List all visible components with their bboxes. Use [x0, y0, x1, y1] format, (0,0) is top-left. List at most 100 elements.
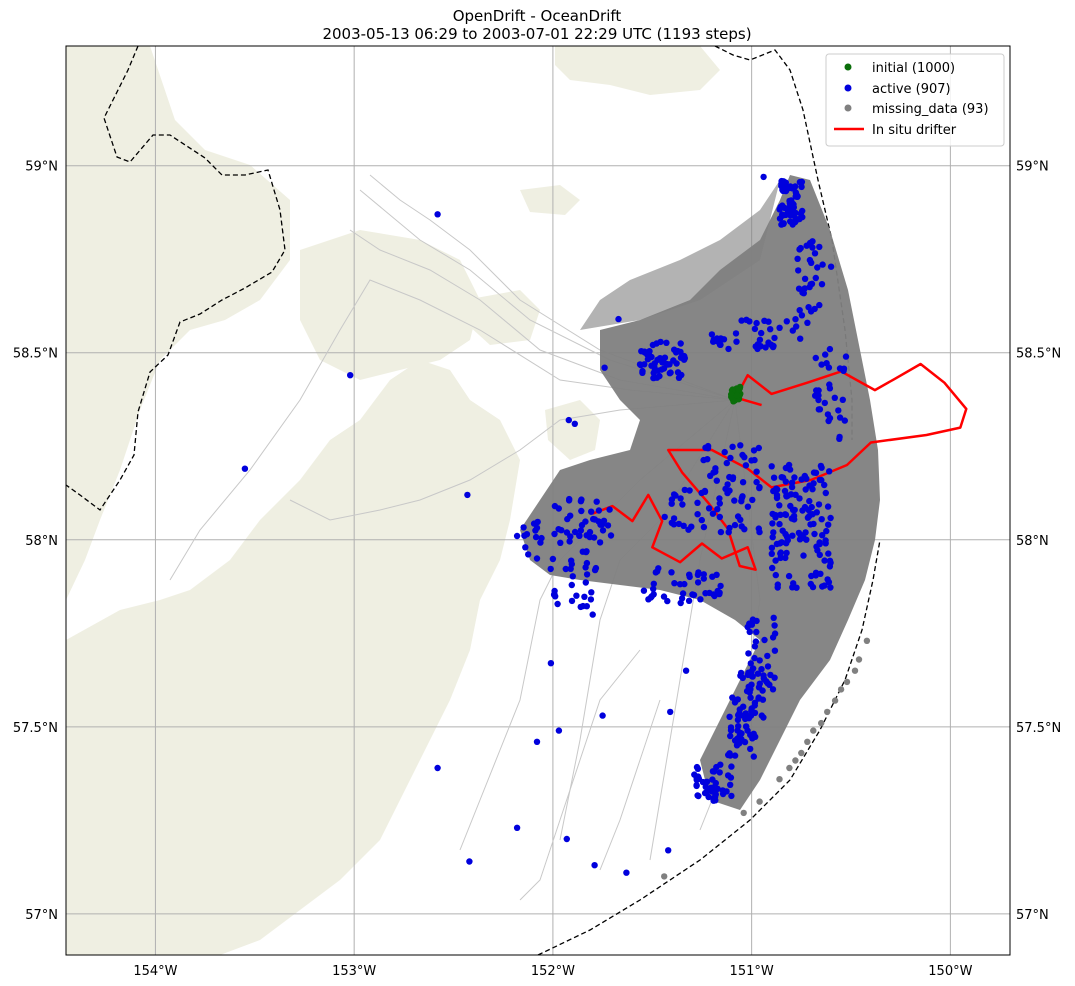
active-particle	[754, 670, 762, 677]
active-particle	[686, 571, 693, 578]
trajectory-mass-nw	[580, 180, 780, 330]
active-particle	[767, 326, 774, 333]
active-particle	[712, 797, 719, 804]
active-particle	[581, 593, 588, 600]
active-particle	[601, 364, 608, 371]
missing-data-particle	[837, 686, 845, 693]
active-particle	[520, 524, 527, 531]
active-particle	[836, 414, 844, 421]
active-particle	[776, 215, 784, 222]
active-particle	[768, 463, 775, 470]
active-particle	[679, 501, 686, 508]
active-particle	[717, 582, 724, 590]
active-particle	[682, 667, 690, 674]
missing-data-particle	[776, 776, 783, 783]
lat-tick-label-right: 58°N	[1016, 534, 1049, 549]
lon-tick-label: 150°W	[928, 964, 972, 979]
active-particle	[587, 596, 595, 603]
active-particle	[841, 417, 848, 424]
active-particle	[808, 503, 815, 511]
missing-data-particle	[661, 873, 668, 880]
plot-title-line1: OpenDrift - OceanDrift	[453, 7, 622, 25]
active-particle	[767, 341, 775, 348]
active-particle	[701, 789, 709, 797]
active-particle	[753, 478, 760, 486]
active-particle	[747, 731, 754, 739]
active-particle	[816, 540, 823, 548]
initial-particles	[728, 383, 744, 405]
missing-data-particle	[792, 757, 799, 764]
active-particle	[797, 244, 804, 252]
active-particle	[742, 462, 750, 469]
active-particle	[606, 506, 613, 513]
active-particle	[788, 515, 795, 522]
active-particle	[818, 361, 825, 368]
lon-tick-label: 154°W	[133, 964, 177, 979]
active-particle	[727, 774, 735, 781]
active-particle	[738, 317, 745, 324]
active-particle	[671, 580, 678, 587]
legend-initial-label: initial (1000)	[872, 61, 955, 76]
lat-tick-label-right: 58.5°N	[1016, 347, 1061, 362]
active-particle	[564, 515, 571, 523]
active-particle	[785, 572, 793, 580]
active-particle	[702, 783, 709, 791]
lat-tick-label-left: 58°N	[25, 534, 58, 549]
active-particle	[816, 301, 823, 309]
active-particle	[756, 483, 763, 491]
active-particle	[819, 583, 826, 590]
active-particle	[768, 544, 776, 551]
active-particle	[708, 331, 716, 338]
active-particle	[706, 589, 713, 597]
active-particle	[753, 628, 760, 636]
active-particle	[779, 474, 787, 481]
active-particle	[675, 520, 683, 528]
active-particle	[812, 392, 819, 399]
missing-data-particles	[661, 637, 871, 880]
active-particle	[772, 557, 779, 564]
active-particle	[818, 281, 826, 288]
active-particle	[739, 451, 746, 459]
active-particle	[660, 593, 668, 600]
active-particle	[819, 261, 826, 268]
axis-tick-labels: 154°W 153°W 152°W 151°W 150°W 59°N 59°N 58.5°N 5…	[13, 160, 1061, 979]
active-particle	[694, 511, 701, 518]
active-particle	[521, 532, 528, 539]
active-particle	[810, 469, 818, 476]
active-particle	[668, 569, 675, 576]
active-particle	[532, 533, 540, 541]
active-particle	[641, 349, 648, 356]
active-particle	[674, 347, 681, 355]
active-particle	[599, 712, 606, 719]
active-particle	[812, 354, 819, 362]
active-particle	[750, 753, 757, 760]
active-particle	[839, 396, 846, 403]
active-particle	[679, 590, 687, 597]
active-particle	[753, 319, 760, 327]
active-particle	[726, 713, 733, 720]
active-particle	[804, 319, 811, 326]
active-particle	[563, 835, 570, 843]
active-particle	[771, 334, 778, 342]
active-particle	[776, 502, 783, 509]
active-particle	[680, 522, 687, 529]
active-particle	[784, 537, 791, 544]
land-mainland-west	[66, 46, 290, 600]
active-particle	[434, 764, 441, 772]
active-particle	[766, 681, 773, 688]
active-particle	[755, 525, 762, 532]
active-particle	[789, 185, 796, 192]
active-particle	[555, 526, 562, 533]
missing-data-particle	[831, 697, 839, 704]
active-particle	[831, 394, 838, 401]
active-particle	[586, 528, 594, 536]
active-particle	[737, 442, 744, 449]
active-particle	[729, 694, 736, 701]
legend-drifter-label: In situ drifter	[872, 123, 957, 138]
active-particle	[693, 763, 701, 771]
active-particle	[810, 520, 817, 528]
active-particle	[694, 579, 702, 586]
active-particle	[835, 407, 842, 414]
active-particle	[759, 687, 766, 694]
active-particle	[827, 514, 834, 522]
